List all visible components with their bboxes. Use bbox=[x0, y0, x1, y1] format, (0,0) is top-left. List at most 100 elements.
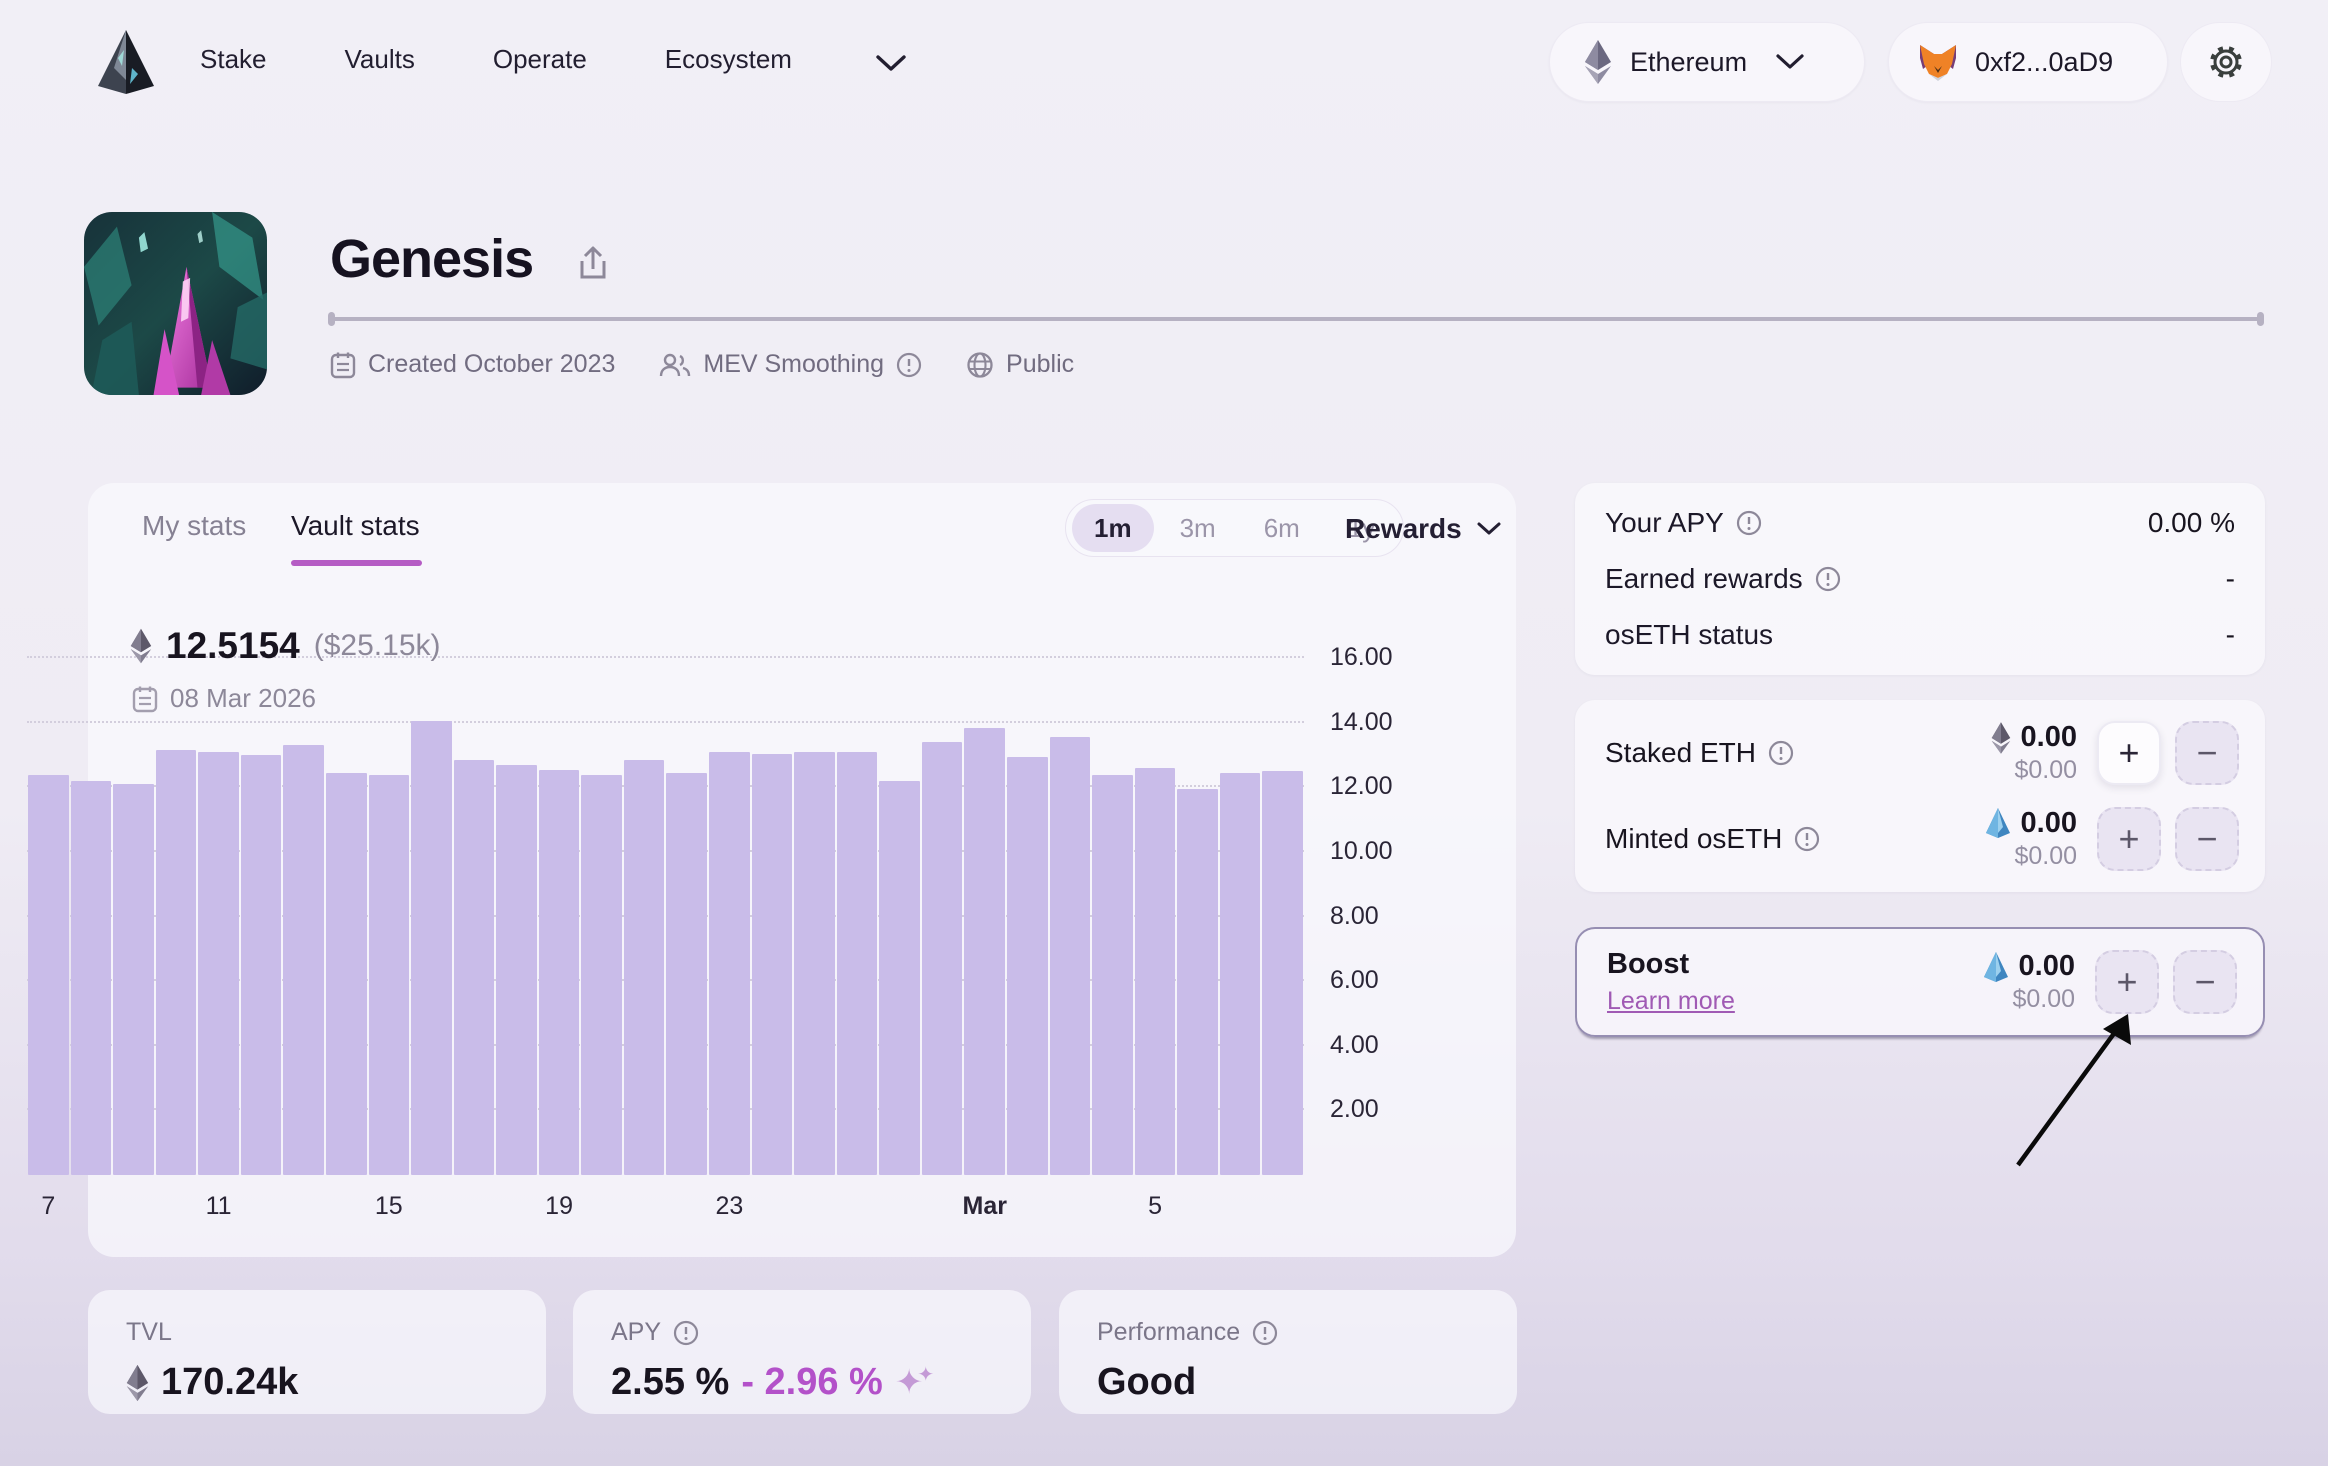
boost-card: Boost Learn more 0.00 $0.00 + − bbox=[1575, 927, 2265, 1037]
info-icon[interactable] bbox=[896, 352, 922, 378]
info-icon[interactable] bbox=[1252, 1320, 1278, 1346]
app-logo-icon[interactable] bbox=[94, 28, 158, 96]
created-meta: Created October 2023 bbox=[330, 350, 615, 379]
tab-my-stats[interactable]: My stats bbox=[142, 510, 247, 541]
info-icon[interactable] bbox=[1794, 826, 1820, 852]
bar[interactable] bbox=[240, 755, 282, 1175]
position-card: Staked ETH 0.00 $0.00 + − Minted osETH bbox=[1575, 700, 2265, 892]
wallet-button[interactable]: 0xf2...0aD9 bbox=[1888, 22, 2168, 102]
stake-remove-button[interactable]: − bbox=[2175, 721, 2239, 786]
bar[interactable] bbox=[964, 727, 1005, 1175]
settings-button[interactable] bbox=[2180, 22, 2272, 102]
bar[interactable] bbox=[666, 772, 707, 1175]
calendar-icon bbox=[330, 352, 356, 378]
nav-item-operate[interactable]: Operate bbox=[492, 44, 587, 74]
bar[interactable] bbox=[411, 721, 452, 1175]
y-tick-label: 2.00 bbox=[1330, 1095, 1379, 1124]
bar[interactable] bbox=[1177, 789, 1218, 1175]
gridline bbox=[27, 720, 1304, 723]
metric-label: Rewards bbox=[1345, 513, 1462, 544]
performance-value: Good bbox=[1097, 1361, 1197, 1403]
bar[interactable] bbox=[794, 751, 835, 1175]
bar[interactable] bbox=[879, 780, 920, 1175]
active-tab-underline bbox=[291, 560, 422, 566]
hover-date-label: 08 Mar 2026 bbox=[170, 683, 316, 713]
tvl-card: TVL 170.24k bbox=[88, 1290, 546, 1414]
gridline bbox=[27, 850, 1304, 853]
bar[interactable] bbox=[836, 751, 878, 1175]
boost-value: 0.00 bbox=[2018, 950, 2075, 982]
bar[interactable] bbox=[113, 784, 154, 1175]
bar[interactable] bbox=[325, 772, 367, 1175]
bar[interactable] bbox=[581, 774, 622, 1175]
info-icon[interactable] bbox=[1768, 740, 1794, 766]
bar[interactable] bbox=[1049, 737, 1091, 1175]
info-icon[interactable] bbox=[673, 1320, 699, 1346]
bar[interactable] bbox=[623, 759, 665, 1175]
share-icon[interactable] bbox=[572, 243, 614, 285]
ethereum-icon bbox=[1585, 40, 1611, 84]
nav-item-ecosystem[interactable]: Ecosystem bbox=[664, 44, 792, 74]
mint-remove-button[interactable]: − bbox=[2175, 806, 2239, 871]
bar[interactable] bbox=[751, 753, 793, 1175]
bar[interactable] bbox=[283, 745, 324, 1175]
gridline bbox=[27, 914, 1304, 917]
metric-dropdown[interactable]: Rewards bbox=[1345, 513, 1502, 545]
nav-more-chevron-icon[interactable] bbox=[874, 53, 908, 73]
y-axis: 2.00 4.00 6.00 8.00 10.00 12.00 14.00 16.00 bbox=[1316, 643, 1416, 1175]
boost-label: Boost bbox=[1607, 948, 1690, 980]
bar[interactable] bbox=[1219, 772, 1261, 1175]
bar[interactable] bbox=[1134, 768, 1176, 1175]
nav-item-vaults[interactable]: Vaults bbox=[344, 44, 415, 74]
stake-add-button[interactable]: + bbox=[2097, 721, 2161, 786]
bar[interactable] bbox=[198, 751, 239, 1175]
minted-oseth-value: 0.00 bbox=[2020, 806, 2077, 839]
gridline bbox=[27, 979, 1304, 982]
apy-label: APY bbox=[611, 1318, 662, 1346]
hover-eth-value: 12.5154 bbox=[166, 625, 300, 666]
tab-vault-stats[interactable]: Vault stats bbox=[291, 510, 420, 541]
eth-icon bbox=[130, 628, 152, 664]
bar[interactable] bbox=[496, 764, 537, 1175]
rewards-bar-chart bbox=[27, 655, 1304, 1175]
bar[interactable] bbox=[1006, 756, 1048, 1175]
y-tick-label: 14.00 bbox=[1330, 707, 1393, 736]
bar[interactable] bbox=[921, 742, 963, 1175]
visibility-label: Public bbox=[1006, 350, 1075, 378]
nav-item-stake[interactable]: Stake bbox=[200, 44, 267, 74]
boost-usd: $0.00 bbox=[2012, 985, 2075, 1013]
info-icon[interactable] bbox=[1815, 566, 1841, 592]
range-3m-button[interactable]: 3m bbox=[1179, 512, 1216, 543]
bar[interactable] bbox=[28, 774, 69, 1175]
apy-boosted-value: - 2.96 % bbox=[741, 1361, 883, 1403]
y-tick-label: 8.00 bbox=[1330, 901, 1379, 930]
staked-eth-row: Staked ETH 0.00 $0.00 + − bbox=[1605, 721, 2239, 786]
bar[interactable] bbox=[70, 780, 112, 1175]
mint-add-button[interactable]: + bbox=[2097, 806, 2161, 871]
bar[interactable] bbox=[538, 769, 580, 1175]
boost-learn-more-link[interactable]: Learn more bbox=[1607, 987, 1735, 1015]
boost-remove-button[interactable]: − bbox=[2173, 950, 2237, 1014]
bar[interactable] bbox=[453, 759, 495, 1175]
performance-card: Performance Good bbox=[1059, 1290, 1517, 1414]
earned-rewards-row: Earned rewards - bbox=[1605, 563, 2235, 595]
range-1m-button[interactable]: 1m bbox=[1072, 504, 1154, 552]
plus-icon: + bbox=[2116, 961, 2138, 1002]
wallet-address: 0xf2...0aD9 bbox=[1975, 46, 2114, 77]
range-1y-button[interactable]: 1y bbox=[1347, 512, 1376, 543]
gridline bbox=[27, 656, 1304, 659]
top-navigation: Stake Vaults Operate Ecosystem Ethereum bbox=[0, 0, 2328, 130]
apy-card: APY 2.55 % - 2.96 % ✦✦ bbox=[573, 1290, 1031, 1414]
bar[interactable] bbox=[1092, 774, 1133, 1175]
bar[interactable] bbox=[368, 774, 410, 1175]
network-selector[interactable]: Ethereum bbox=[1549, 22, 1865, 102]
bar[interactable] bbox=[709, 751, 750, 1175]
info-icon[interactable] bbox=[1736, 510, 1762, 536]
calendar-icon bbox=[132, 686, 158, 712]
sparkles-icon: ✦✦ bbox=[894, 1363, 934, 1402]
range-6m-button[interactable]: 6m bbox=[1263, 512, 1300, 543]
boost-add-button[interactable]: + bbox=[2095, 950, 2159, 1014]
bar[interactable] bbox=[1262, 770, 1303, 1175]
bar[interactable] bbox=[155, 750, 197, 1175]
nav-links: Stake Vaults Operate Ecosystem bbox=[200, 44, 908, 75]
